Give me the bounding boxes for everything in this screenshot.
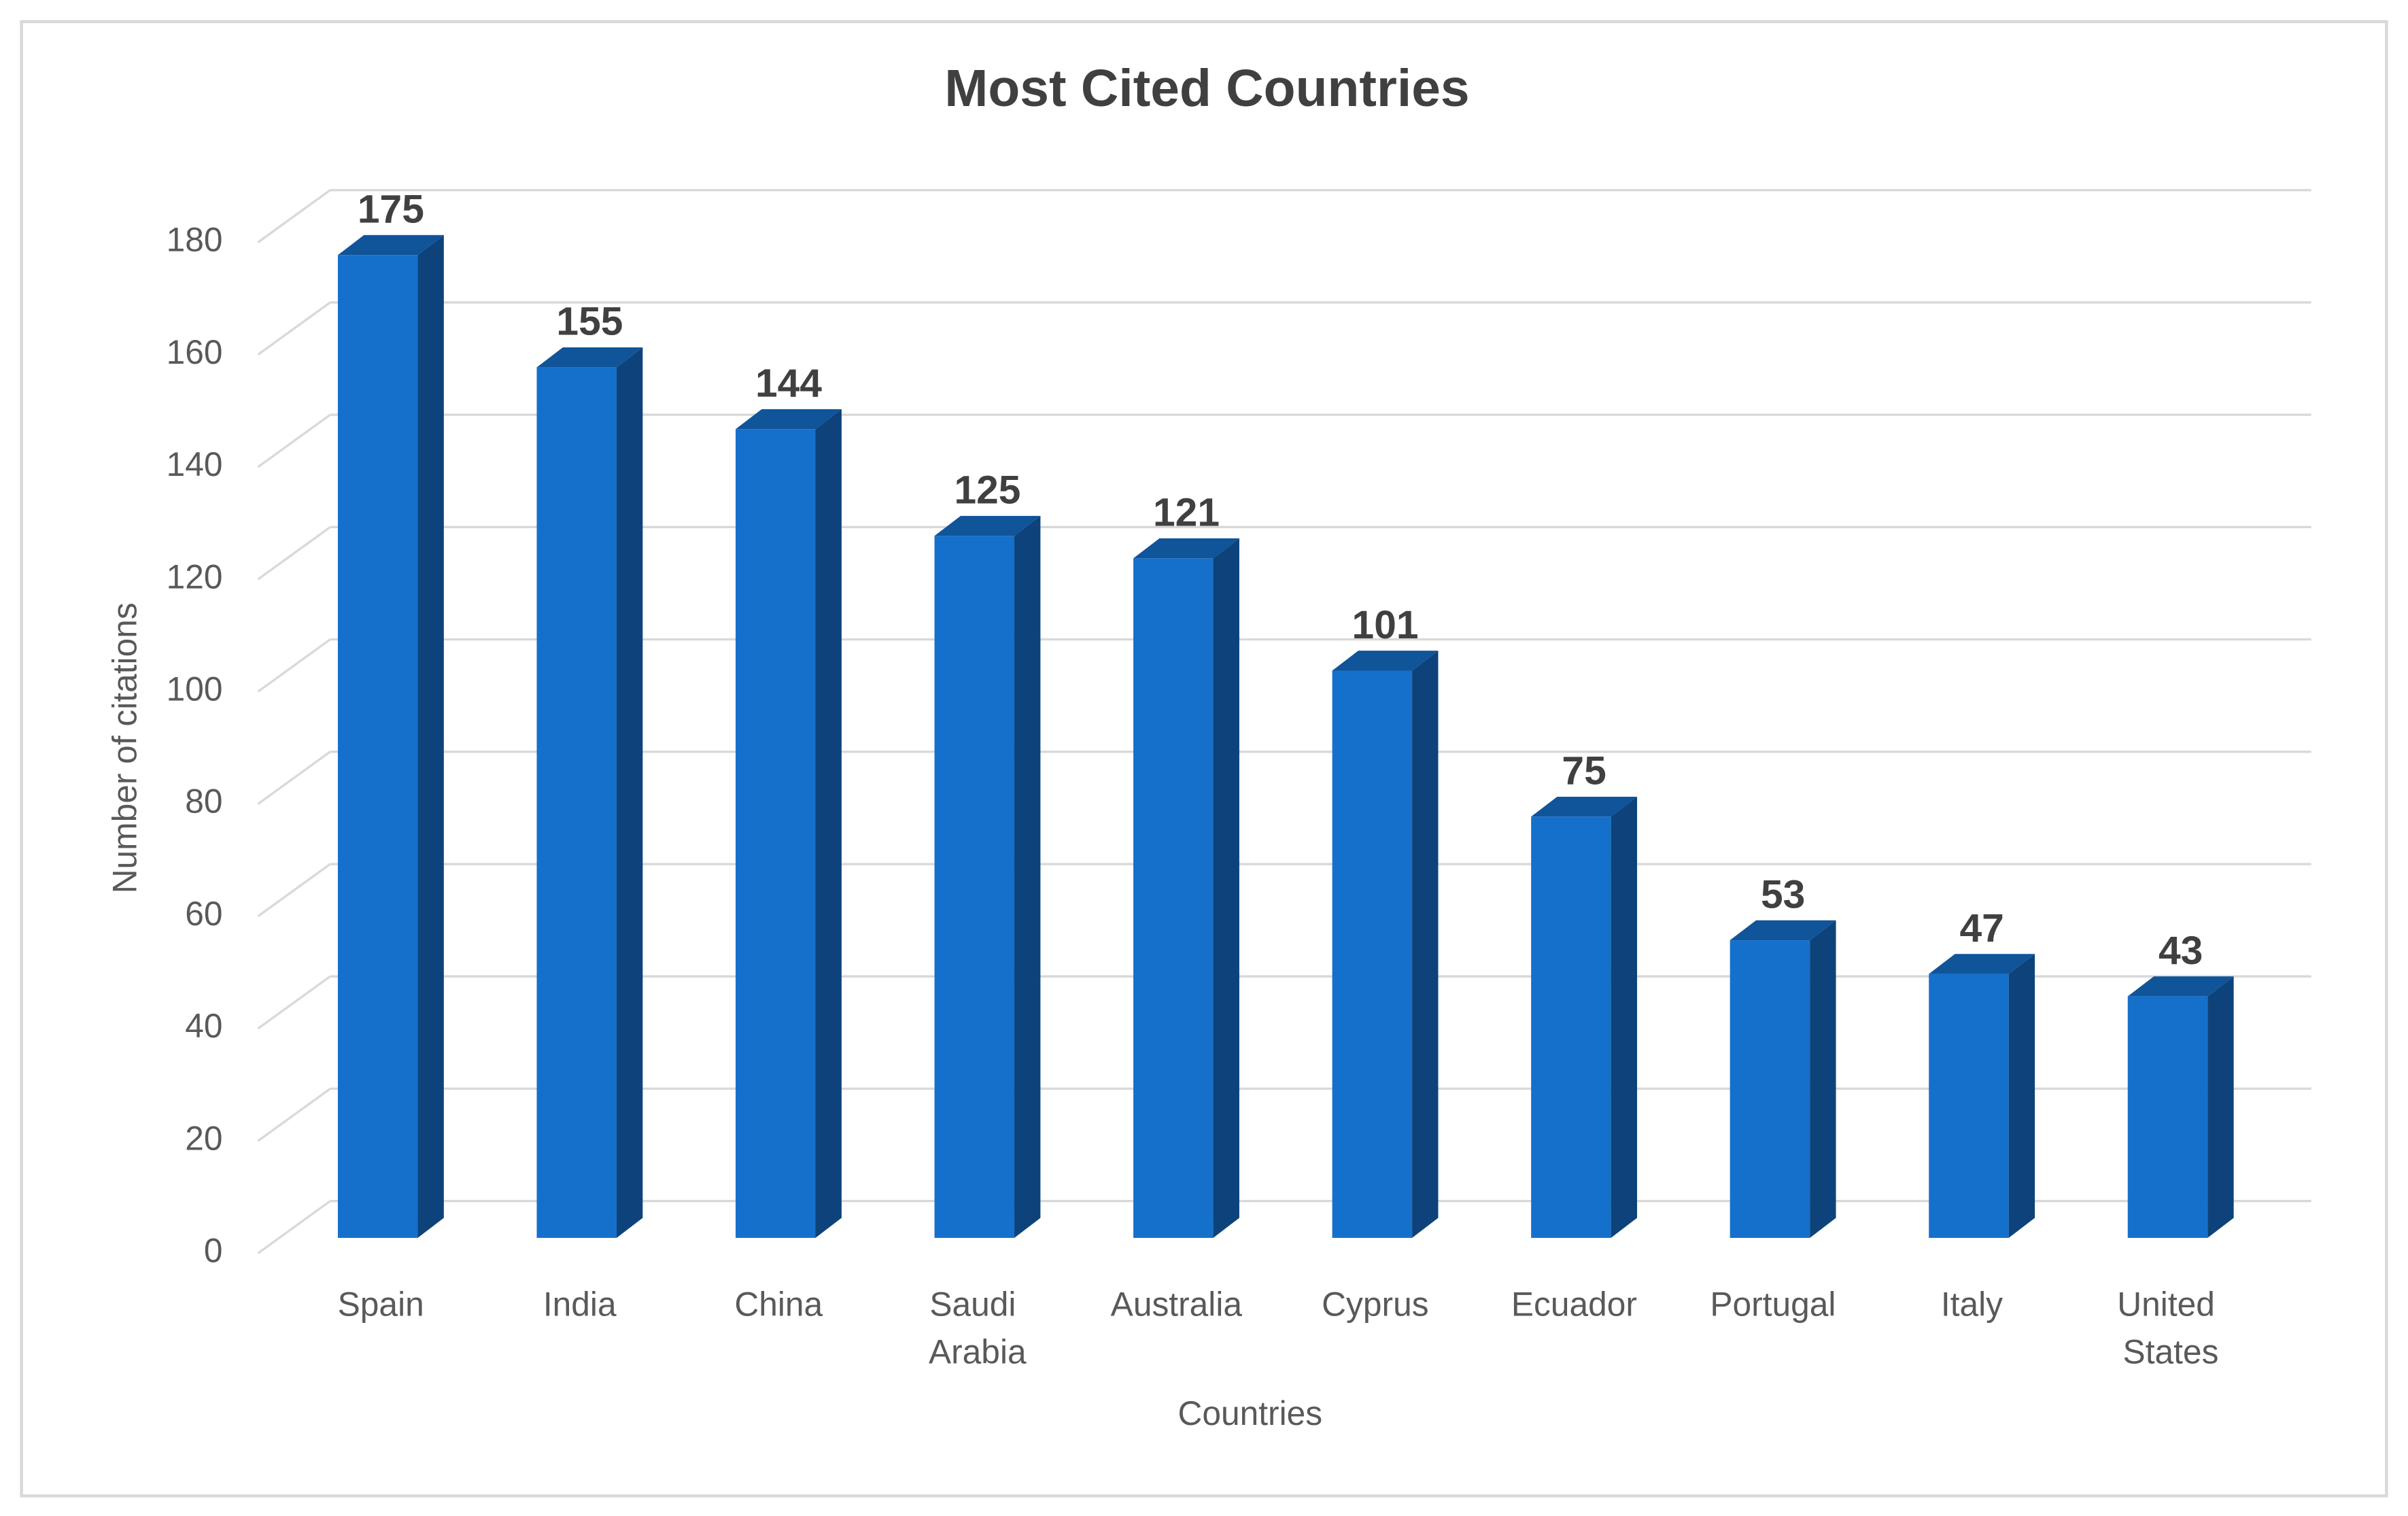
value-label: 75	[1562, 749, 1606, 793]
grid-line	[257, 863, 331, 918]
bar-side	[1412, 651, 1439, 1238]
bar-top	[1929, 954, 2035, 974]
bar-side	[616, 347, 643, 1238]
grid-line	[257, 751, 331, 805]
bar-top	[2127, 976, 2234, 997]
bar-front	[1133, 558, 1214, 1238]
bar-side	[1611, 796, 1638, 1238]
grid-line	[257, 975, 331, 1030]
bar-top	[337, 235, 444, 256]
y-tick-label: 80	[185, 782, 222, 821]
bar-side	[815, 409, 842, 1238]
bar-side	[2207, 976, 2234, 1238]
value-label: 125	[954, 468, 1020, 513]
x-tick-label: China	[734, 1286, 823, 1324]
bar-side	[1014, 515, 1041, 1238]
y-tick-label: 100	[167, 670, 223, 708]
chart-title: Most Cited Countries	[944, 59, 1469, 118]
x-tick-label: Portugal	[1710, 1286, 1836, 1324]
value-label: 121	[1153, 491, 1220, 535]
bar-top	[934, 515, 1041, 536]
bar-front	[736, 429, 816, 1238]
bar-side	[2008, 954, 2035, 1238]
bar-front	[536, 367, 617, 1238]
bar-top	[736, 409, 842, 430]
grid-line	[257, 301, 331, 356]
x-axis-title: Countries	[1177, 1394, 1322, 1432]
value-label: 101	[1352, 603, 1419, 647]
bar-front	[1730, 940, 1810, 1238]
x-tick-label: Cyprus	[1322, 1286, 1428, 1324]
grid-line	[257, 189, 331, 243]
x-tick-label: India	[543, 1286, 617, 1324]
grid-line	[257, 1200, 331, 1254]
bar-top	[1531, 796, 1638, 817]
x-tick-label: United States	[2117, 1286, 2224, 1371]
bar-front	[337, 255, 418, 1238]
bar-front	[1531, 816, 1611, 1238]
y-tick-label: 140	[167, 445, 223, 483]
bar-front	[2127, 996, 2208, 1238]
value-label: 47	[1959, 906, 2003, 950]
bar-front	[1332, 670, 1413, 1238]
value-label: 155	[556, 300, 623, 344]
bar-top	[1730, 920, 1836, 941]
value-label: 53	[1761, 872, 1805, 916]
y-tick-label: 180	[167, 221, 223, 259]
grid-line	[257, 1088, 331, 1142]
bar-top	[536, 347, 643, 368]
y-tick-label: 60	[185, 895, 222, 933]
y-tick-label: 160	[167, 333, 223, 371]
y-tick-label: 20	[185, 1119, 222, 1157]
grid-line	[257, 413, 331, 468]
y-axis-title: Number of citations	[106, 602, 144, 893]
bar-top	[1133, 538, 1239, 559]
x-tick-label: Saudi Arabia	[929, 1286, 1027, 1371]
bar-side	[1810, 920, 1836, 1238]
value-label: 43	[2158, 929, 2203, 973]
x-tick-label: Australia	[1111, 1286, 1243, 1324]
bar-front	[1929, 974, 2009, 1238]
value-label: 175	[358, 187, 424, 231]
bar-side	[417, 235, 444, 1238]
bar-top	[1332, 651, 1439, 671]
y-tick-label: 120	[167, 557, 223, 596]
value-label: 144	[755, 362, 822, 406]
x-tick-label: Ecuador	[1511, 1286, 1637, 1324]
bar-front	[934, 536, 1015, 1238]
grid-line	[257, 526, 331, 581]
x-tick-label: Spain	[338, 1286, 424, 1324]
y-tick-label: 40	[185, 1007, 222, 1045]
x-tick-label: Italy	[1941, 1286, 2003, 1324]
grid-line	[257, 638, 331, 693]
bar-side	[1213, 538, 1239, 1238]
y-tick-label: 0	[204, 1232, 223, 1270]
